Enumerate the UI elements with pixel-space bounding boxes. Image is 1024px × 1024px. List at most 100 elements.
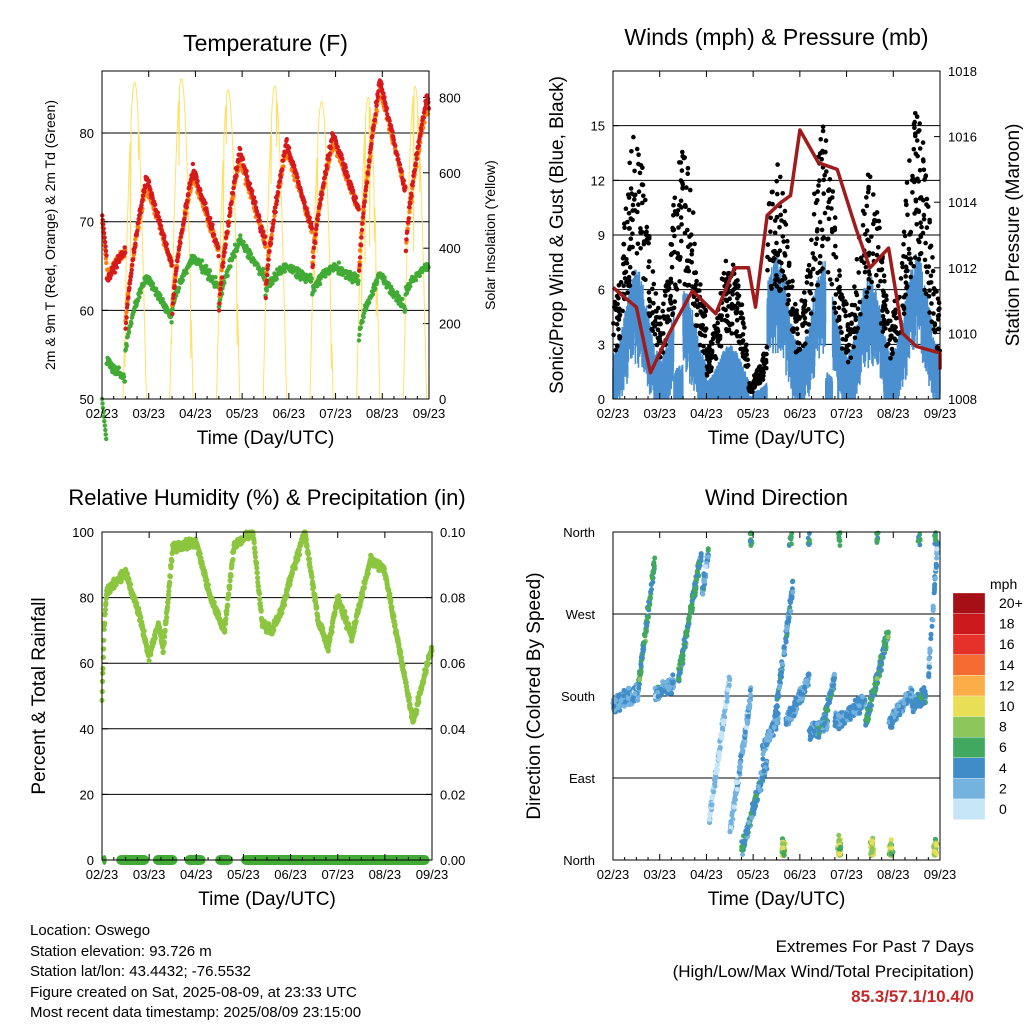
data-point <box>921 216 927 222</box>
data-point <box>284 137 289 142</box>
data-point <box>630 217 635 223</box>
data-point <box>227 578 233 584</box>
data-point <box>923 264 929 269</box>
data-point <box>775 191 780 197</box>
data-point <box>631 271 636 276</box>
data-point <box>134 600 140 607</box>
data-point <box>645 605 651 611</box>
data-point <box>199 258 205 263</box>
data-point <box>219 280 224 286</box>
data-point <box>903 269 909 274</box>
data-point <box>688 187 693 193</box>
data-point <box>102 239 108 245</box>
data-point <box>100 665 106 672</box>
data-point <box>852 335 858 341</box>
data-point <box>350 188 356 193</box>
y-axis-title: Percent & Total Rainfall <box>29 597 50 794</box>
data-point <box>102 620 108 626</box>
data-point <box>175 289 181 294</box>
data-point <box>860 223 866 228</box>
data-point <box>116 365 122 370</box>
data-point <box>160 297 165 302</box>
data-point <box>864 294 869 300</box>
data-point <box>195 178 200 184</box>
data-point <box>152 202 158 207</box>
data-point <box>222 627 228 633</box>
data-point <box>101 414 107 419</box>
data-point <box>817 219 823 225</box>
data-point <box>370 292 376 297</box>
data-point <box>806 307 811 312</box>
data-point <box>637 170 643 176</box>
data-point <box>234 173 239 178</box>
data-point <box>715 339 721 344</box>
data-point <box>225 273 230 278</box>
data-point <box>627 283 633 288</box>
data-point <box>760 357 766 362</box>
data-point <box>903 198 909 204</box>
data-point <box>642 239 648 245</box>
y-tick-label: 80 <box>80 591 94 606</box>
data-point <box>736 293 742 299</box>
data-point <box>312 595 319 601</box>
data-point <box>832 227 838 233</box>
data-point <box>360 214 366 220</box>
data-point <box>295 557 301 563</box>
data-point <box>311 245 317 251</box>
data-point <box>123 320 129 326</box>
data-point <box>866 238 872 244</box>
data-point <box>357 332 362 338</box>
data-point <box>254 570 260 576</box>
x-tick-label: 07/23 <box>321 867 354 882</box>
data-point <box>697 342 703 348</box>
data-point <box>680 149 685 155</box>
data-point <box>663 314 668 320</box>
y2-tick-label: 0.04 <box>440 722 465 737</box>
data-point <box>406 216 411 221</box>
data-point <box>280 158 286 163</box>
data-point <box>916 209 922 215</box>
data-point <box>740 350 745 356</box>
data-point <box>639 229 645 235</box>
data-point <box>313 240 318 246</box>
data-point <box>913 197 919 203</box>
data-point <box>846 342 852 348</box>
data-point <box>135 228 140 234</box>
data-point <box>638 654 644 660</box>
data-point <box>278 175 283 180</box>
data-point <box>843 313 848 319</box>
x-tick-label: 05/23 <box>227 867 260 882</box>
data-point <box>918 220 923 225</box>
data-point <box>881 293 886 299</box>
data-point <box>871 192 876 197</box>
data-point <box>359 235 364 240</box>
data-point <box>292 565 298 571</box>
data-point <box>714 334 720 339</box>
data-point <box>904 285 909 291</box>
data-point <box>158 293 163 298</box>
data-point <box>646 296 652 302</box>
data-point <box>121 374 127 379</box>
data-point <box>130 262 135 268</box>
data-point <box>276 184 282 189</box>
data-point <box>281 602 288 608</box>
data-point <box>824 169 829 174</box>
data-point <box>862 269 868 275</box>
data-point <box>678 178 684 183</box>
data-point <box>124 315 129 320</box>
data-point <box>878 321 884 326</box>
data-point <box>699 310 704 316</box>
data-point <box>927 217 932 223</box>
data-point <box>880 329 886 334</box>
data-point <box>100 654 106 661</box>
data-point <box>917 251 923 257</box>
x-tick-label: 05/23 <box>737 406 770 421</box>
data-point <box>634 251 640 256</box>
data-point <box>709 348 715 354</box>
data-point <box>279 167 285 172</box>
data-point <box>623 206 629 211</box>
data-point <box>841 307 846 312</box>
data-point <box>826 216 832 222</box>
data-point <box>234 248 240 253</box>
y2-tick-label: 800 <box>439 90 461 105</box>
